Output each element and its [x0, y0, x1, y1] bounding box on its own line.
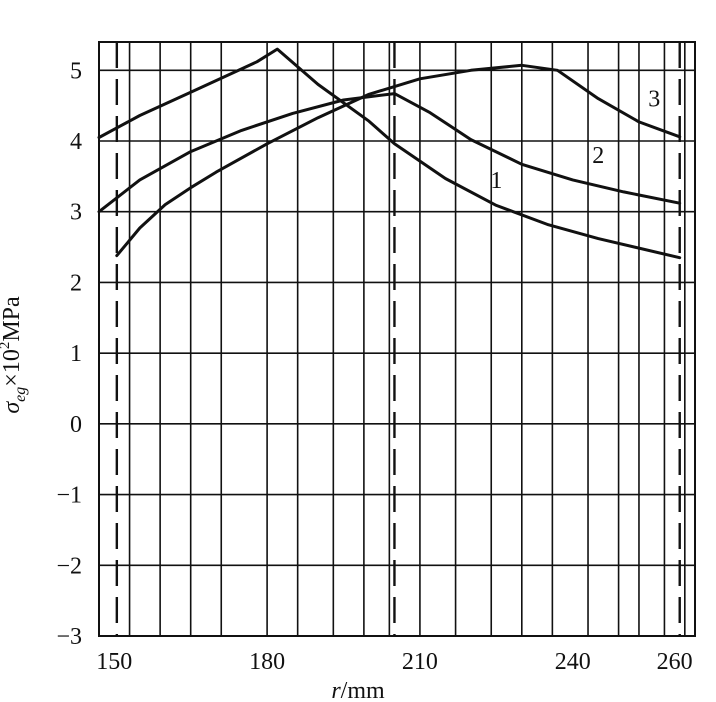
grid-layer [99, 42, 695, 637]
dashed-guides [115, 42, 681, 636]
curve-1 [115, 63, 682, 258]
y-tick-label-0: 5 [70, 58, 82, 84]
curve-label-3: 3 [648, 87, 660, 113]
curve-3 [97, 47, 682, 260]
x-tick-label-4: 260 [657, 649, 693, 675]
y-tick-label-6: −1 [56, 483, 82, 509]
curve-label-2: 2 [592, 143, 604, 169]
x-tick-labels: 150 180 210 240 260 [96, 649, 692, 675]
x-tick-label-3: 240 [555, 649, 591, 675]
x-tick-label-2: 210 [402, 649, 438, 675]
curve-label-1: 1 [490, 168, 502, 194]
y-axis-label: σeg×102MPa [0, 296, 29, 414]
y-tick-label-5: 0 [70, 412, 82, 438]
y-tick-labels: 5 4 3 2 1 0 −1 −2 −3 [56, 58, 82, 650]
x-axis-label: r/mm [331, 678, 385, 702]
y-tick-label-2: 3 [70, 200, 82, 226]
curve-2 [97, 92, 682, 214]
x-tick-label-0: 150 [96, 649, 132, 675]
y-tick-label-1: 4 [70, 129, 82, 155]
y-tick-label-4: 1 [70, 341, 82, 367]
curves [97, 47, 682, 260]
x-tick-label-1: 180 [249, 649, 285, 675]
y-tick-label-8: −3 [56, 624, 82, 650]
plot-frame [98, 41, 696, 637]
y-tick-label-7: −2 [56, 553, 82, 579]
y-tick-label-3: 2 [70, 270, 82, 296]
curve-labels: 1 2 3 [490, 87, 660, 194]
